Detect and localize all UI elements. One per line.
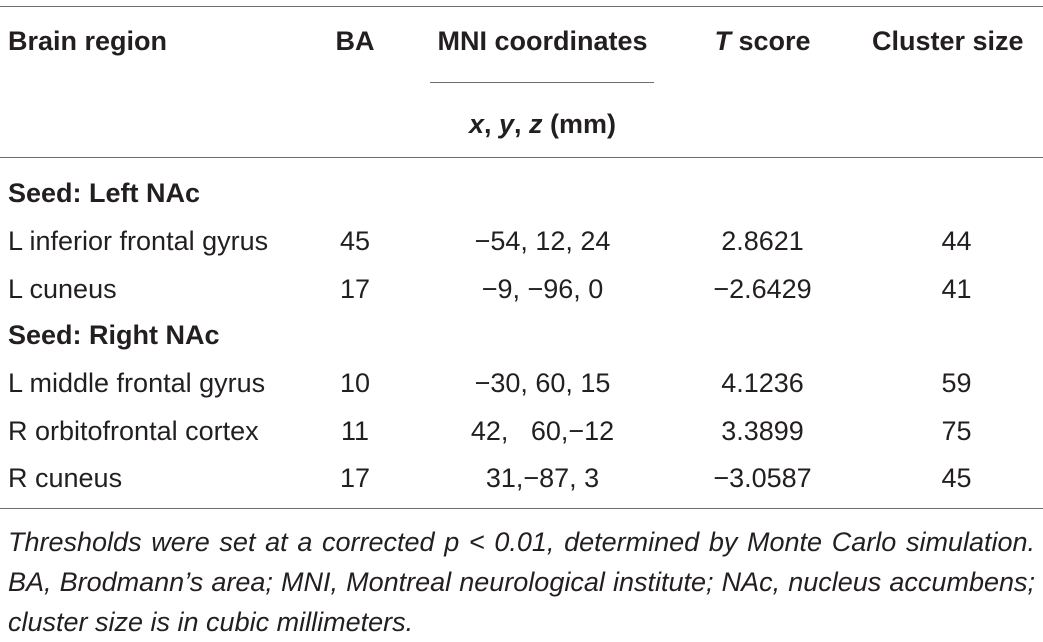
header-cluster-size: Cluster size — [872, 26, 1024, 56]
row-mni: −54, 12, 24 — [474, 226, 611, 256]
row-cluster-size: 75 — [941, 416, 972, 446]
row-region: L inferior frontal gyrus — [8, 226, 269, 256]
header-mni-subheader: x, y, z (mm) — [415, 108, 670, 140]
row-mni: 42, 60,−12 — [470, 416, 615, 446]
row-mni: −9, −96, 0 — [481, 274, 604, 304]
row-region: R cuneus — [8, 463, 123, 493]
row-ba: 17 — [339, 463, 371, 493]
row-t-score: 3.3899 — [721, 416, 804, 446]
row-t-score: 4.1236 — [721, 368, 804, 398]
row-t-score: −3.0587 — [713, 463, 812, 493]
row-ba: 45 — [339, 226, 371, 256]
table-bottom-rule — [0, 508, 1043, 509]
mni-sub-y: y — [499, 109, 515, 139]
row-region: L cuneus — [8, 274, 117, 304]
row-t-score: −2.6429 — [713, 274, 812, 304]
header-ba: BA — [335, 26, 375, 56]
row-ba: 10 — [339, 368, 371, 398]
header-t-letter: T — [714, 26, 731, 56]
row-ba: 11 — [340, 416, 370, 446]
table-top-rule — [0, 6, 1043, 7]
row-t-score: 2.8621 — [721, 226, 804, 256]
mni-sub-unit: (mm) — [542, 109, 617, 139]
header-brain-region: Brain region — [8, 26, 168, 56]
mni-sub-sep1: , — [483, 109, 499, 139]
section-label-right-nac: Seed: Right NAc — [8, 320, 220, 350]
header-bottom-rule — [0, 157, 1043, 158]
row-cluster-size: 45 — [941, 463, 972, 493]
row-cluster-size: 41 — [941, 274, 972, 304]
header-mni-coordinates: MNI coordinates — [437, 26, 648, 56]
mni-sub-z: z — [529, 109, 543, 139]
row-mni: −30, 60, 15 — [474, 368, 611, 398]
mni-sub-sep2: , — [514, 109, 530, 139]
row-mni: 31,−87, 3 — [485, 463, 600, 493]
header-t-score: T score — [690, 25, 835, 57]
mni-header-rule — [430, 82, 654, 83]
row-cluster-size: 59 — [941, 368, 972, 398]
header-t-suffix: score — [730, 26, 811, 56]
table-footnote: Thresholds were set at a corrected p < 0… — [8, 527, 1035, 637]
row-region: L middle frontal gyrus — [8, 368, 266, 398]
section-label-left-nac: Seed: Left NAc — [8, 178, 201, 208]
row-region: R orbitofrontal cortex — [8, 416, 259, 446]
row-cluster-size: 44 — [941, 226, 972, 256]
row-ba: 17 — [339, 274, 371, 304]
mni-sub-x: x — [468, 109, 484, 139]
